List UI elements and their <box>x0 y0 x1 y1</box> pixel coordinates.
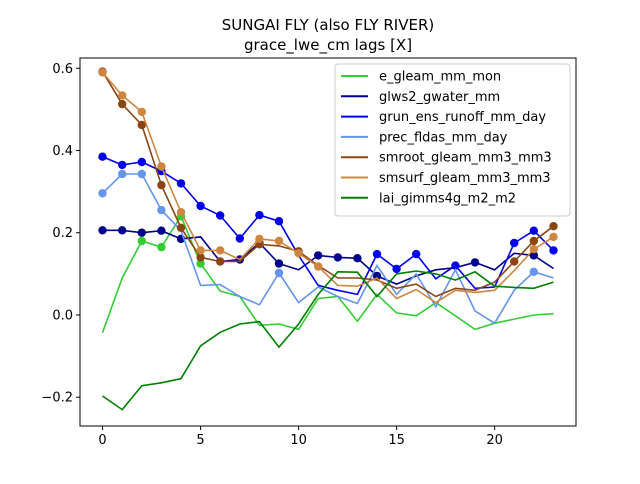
data-point-prec_fldas_mm_day-3 <box>157 205 166 215</box>
data-point-e_gleam_mm_mon-5 <box>196 259 205 268</box>
data-point-glws2_gwater_mm-0 <box>98 226 107 235</box>
data-point-grun_ens_runoff_mm_day-16 <box>412 249 421 259</box>
x-tick-label: 5 <box>196 433 204 448</box>
data-point-smroot_gleam_mm3_mm3-3 <box>157 180 166 190</box>
data-point-prec_fldas_mm_day-1 <box>118 169 127 179</box>
data-point-grun_ens_runoff_mm_day-23 <box>549 246 558 255</box>
y-tick-label: 0.6 <box>52 62 73 77</box>
data-point-grun_ens_runoff_mm_day-1 <box>118 160 127 170</box>
data-point-e_gleam_mm_mon-2 <box>137 236 146 246</box>
data-point-smsurf_gleam_mm3_mm3-4 <box>176 208 186 217</box>
x-axis: 0 5 10 15 20 <box>98 426 503 448</box>
data-point-glws2_gwater_mm-9 <box>274 259 284 268</box>
y-tick-label: 0.0 <box>52 308 73 323</box>
legend: e_gleam_mm_mon glws2_gwater_mm grun_ens_ru… <box>334 63 571 217</box>
data-point-grun_ens_runoff_mm_day-2 <box>137 157 146 167</box>
x-tick-label: 0 <box>98 433 106 448</box>
chart-title-line2: grace_lwe_cm lags [X] <box>244 36 412 55</box>
legend-label-smroot_gleam_mm3_mm3: smroot_gleam_mm3_mm3 <box>379 151 552 166</box>
data-point-prec_fldas_mm_day-0 <box>98 189 107 198</box>
x-tick-label: 20 <box>486 433 503 448</box>
data-point-prec_fldas_mm_day-9 <box>274 268 284 278</box>
plot-area-frame <box>79 57 577 427</box>
data-point-glws2_gwater_mm-19 <box>470 258 480 267</box>
data-point-smsurf_gleam_mm3_mm3-2 <box>137 107 146 117</box>
legend-label-prec_fldas_mm_day: prec_fldas_mm_day <box>379 130 508 145</box>
chart-title-line1: SUNGAI FLY (also FLY RIVER) <box>222 16 434 34</box>
data-point-smroot_gleam_mm3_mm3-23 <box>549 222 558 231</box>
data-point-grun_ens_runoff_mm_day-5 <box>196 201 205 211</box>
data-point-smroot_gleam_mm3_mm3-5 <box>196 253 205 262</box>
data-point-glws2_gwater_mm-13 <box>353 254 362 263</box>
legend-label-glws2_gwater_mm: glws2_gwater_mm <box>379 90 500 105</box>
data-point-glws2_gwater_mm-11 <box>314 251 323 260</box>
data-point-smsurf_gleam_mm3_mm3-3 <box>157 162 166 171</box>
data-point-grun_ens_runoff_mm_day-9 <box>274 217 284 226</box>
data-point-smsurf_gleam_mm3_mm3-6 <box>216 246 225 255</box>
data-point-grun_ens_runoff_mm_day-15 <box>392 264 401 274</box>
data-point-grun_ens_runoff_mm_day-21 <box>510 238 519 248</box>
y-tick-label: 0.4 <box>52 144 73 159</box>
data-point-smroot_gleam_mm3_mm3-6 <box>216 257 225 266</box>
data-point-e_gleam_mm_mon-3 <box>157 242 166 252</box>
data-point-smsurf_gleam_mm3_mm3-9 <box>274 236 284 246</box>
y-tick-label: 0.2 <box>52 226 73 241</box>
data-point-prec_fldas_mm_day-2 <box>137 169 146 179</box>
legend-box <box>334 63 571 217</box>
series-line-smroot_gleam_mm3_mm3 <box>101 71 554 298</box>
data-point-prec_fldas_mm_day-22 <box>529 267 538 276</box>
legend-label-lai_gimms4g_m2_m2: lai_gimms4g_m2_m2 <box>379 191 516 206</box>
legend-label-smsurf_gleam_mm3_mm3: smsurf_gleam_mm3_mm3 <box>379 171 551 186</box>
data-point-glws2_gwater_mm-2 <box>137 228 146 237</box>
data-point-grun_ens_runoff_mm_day-7 <box>235 234 244 243</box>
data-point-glws2_gwater_mm-14 <box>372 271 382 281</box>
legend-label-e_gleam_mm_mon: e_gleam_mm_mon <box>379 70 501 85</box>
data-point-smsurf_gleam_mm3_mm3-10 <box>294 249 303 258</box>
series-line-smsurf_gleam_mm3_mm3 <box>101 71 554 304</box>
y-tick-label: −0.2 <box>41 391 73 406</box>
data-point-grun_ens_runoff_mm_day-6 <box>216 211 225 220</box>
data-point-smsurf_gleam_mm3_mm3-5 <box>196 246 205 255</box>
data-point-smroot_gleam_mm3_mm3-4 <box>176 223 186 232</box>
data-point-smroot_gleam_mm3_mm3-1 <box>118 99 127 109</box>
data-point-smsurf_gleam_mm3_mm3-22 <box>529 245 538 254</box>
data-point-grun_ens_runoff_mm_day-18 <box>451 261 460 270</box>
data-point-grun_ens_runoff_mm_day-22 <box>529 226 538 235</box>
data-point-smsurf_gleam_mm3_mm3-8 <box>255 234 264 244</box>
legend-label-grun_ens_runoff_mm_day: grun_ens_runoff_mm_day <box>379 110 546 125</box>
x-tick-label: 15 <box>388 433 405 448</box>
x-tick-label: 10 <box>290 433 307 448</box>
data-point-grun_ens_runoff_mm_day-0 <box>98 152 107 161</box>
data-point-smroot_gleam_mm3_mm3-2 <box>137 120 146 130</box>
data-point-smsurf_gleam_mm3_mm3-1 <box>118 91 127 100</box>
data-point-smroot_gleam_mm3_mm3-21 <box>510 257 519 266</box>
data-point-grun_ens_runoff_mm_day-8 <box>255 210 264 220</box>
data-point-smsurf_gleam_mm3_mm3-0 <box>98 68 107 77</box>
data-point-smroot_gleam_mm3_mm3-22 <box>529 236 538 246</box>
data-point-grun_ens_runoff_mm_day-14 <box>372 249 382 259</box>
data-point-grun_ens_runoff_mm_day-4 <box>176 179 186 188</box>
data-point-smsurf_gleam_mm3_mm3-11 <box>314 262 323 271</box>
series-line-lai_gimms4g_m2_m2 <box>102 270 554 411</box>
data-point-glws2_gwater_mm-12 <box>333 253 342 262</box>
y-axis: −0.2 0.0 0.2 0.4 0.6 <box>41 62 80 406</box>
data-point-glws2_gwater_mm-3 <box>157 226 166 235</box>
data-point-glws2_gwater_mm-22 <box>529 251 538 260</box>
plot-series-group <box>98 67 558 411</box>
data-point-glws2_gwater_mm-1 <box>118 226 127 235</box>
data-point-smsurf_gleam_mm3_mm3-23 <box>549 232 558 242</box>
